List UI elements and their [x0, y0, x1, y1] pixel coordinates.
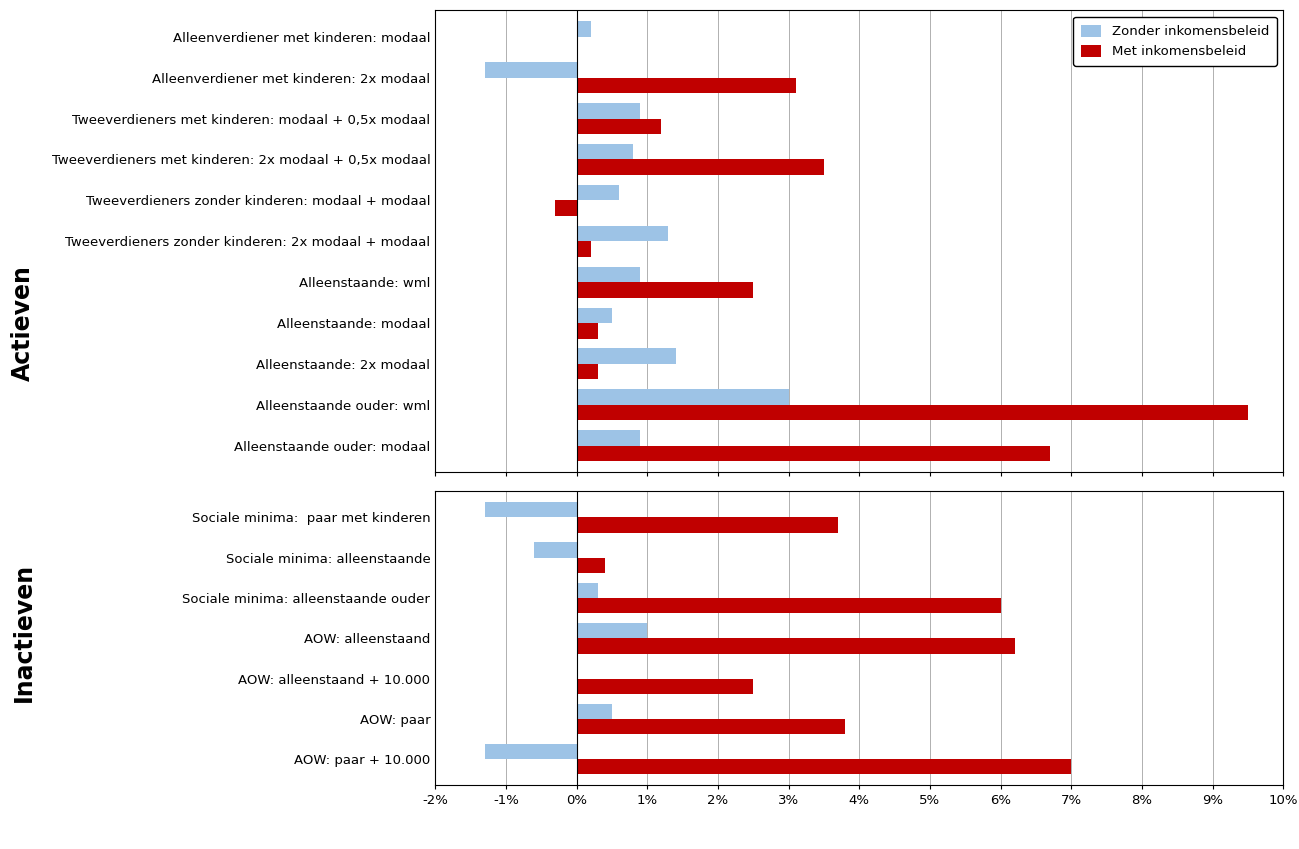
Text: Inactieven: Inactieven	[12, 563, 35, 702]
Bar	[577, 185, 618, 200]
Bar	[577, 307, 612, 323]
Bar	[577, 282, 753, 298]
Bar	[577, 323, 598, 339]
Bar	[485, 744, 577, 759]
Bar	[577, 446, 1050, 461]
Bar	[577, 638, 1015, 654]
Bar	[577, 623, 647, 638]
Bar	[577, 21, 591, 37]
Bar	[577, 267, 640, 282]
Bar	[577, 582, 598, 598]
Bar	[577, 119, 661, 134]
Bar	[556, 200, 577, 216]
Bar	[577, 598, 1000, 613]
Bar	[577, 226, 669, 241]
Bar	[485, 502, 577, 517]
Bar	[577, 430, 640, 446]
Bar	[577, 241, 591, 256]
Bar	[577, 517, 838, 532]
Bar	[577, 348, 675, 364]
Text: Actieven: Actieven	[12, 265, 35, 380]
Legend: Zonder inkomensbeleid, Met inkomensbeleid: Zonder inkomensbeleid, Met inkomensbelei…	[1073, 17, 1277, 66]
Bar	[485, 62, 577, 77]
Bar	[577, 719, 846, 734]
Bar	[577, 678, 753, 694]
Bar	[577, 558, 605, 573]
Bar	[577, 759, 1072, 774]
Bar	[577, 77, 796, 93]
Bar	[577, 405, 1248, 420]
Bar	[577, 103, 640, 119]
Bar	[534, 543, 577, 558]
Bar	[577, 364, 598, 380]
Bar	[577, 704, 612, 719]
Bar	[577, 160, 824, 175]
Bar	[577, 390, 788, 405]
Bar	[577, 144, 633, 160]
